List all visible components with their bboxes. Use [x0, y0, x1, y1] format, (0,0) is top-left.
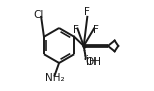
Text: F: F	[73, 25, 79, 35]
Text: NH₂: NH₂	[45, 73, 64, 83]
Text: ·: ·	[83, 53, 87, 68]
Text: Cl: Cl	[34, 10, 44, 20]
Text: F: F	[84, 7, 90, 17]
Text: OH: OH	[85, 57, 101, 67]
Text: F: F	[93, 25, 99, 35]
Text: İH: İH	[86, 57, 97, 67]
